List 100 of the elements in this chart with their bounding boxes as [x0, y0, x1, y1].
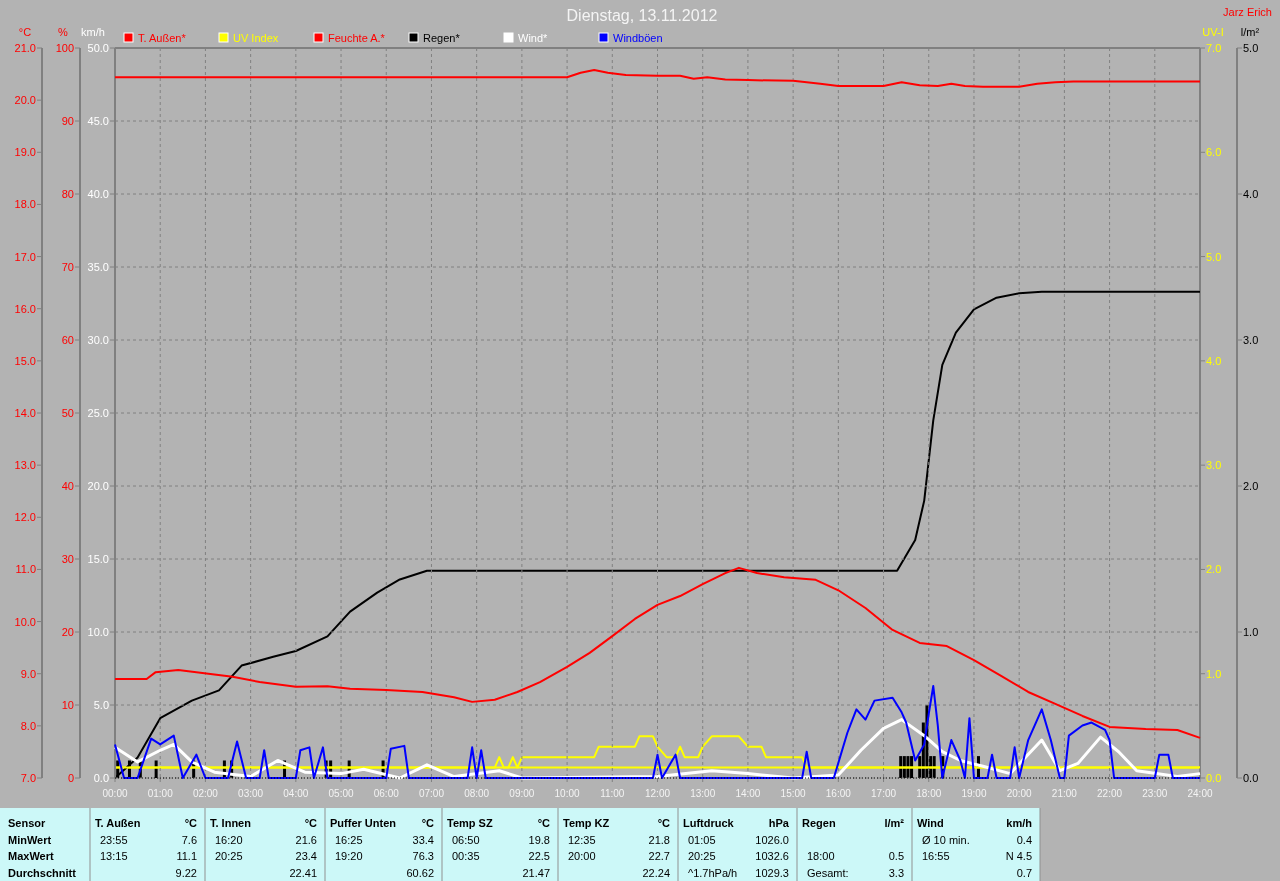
x-tick-label: 02:00	[192, 788, 219, 799]
y-tick-label: 0.0	[1206, 772, 1222, 784]
text: Temp KZ	[563, 817, 610, 829]
text: Regen	[802, 817, 836, 829]
x-tick-label: 19:00	[961, 788, 987, 799]
text: 1026.0	[755, 833, 789, 846]
x-tick-label: 15:00	[780, 788, 807, 799]
legend-label: Windböen	[613, 32, 663, 44]
text: l/m²	[884, 817, 905, 829]
text: Ø 10 min.	[922, 833, 970, 846]
text: °C	[184, 817, 198, 829]
text: km/h	[1006, 817, 1033, 829]
text: 23.4	[295, 850, 317, 862]
y2-tick-label: 5.0	[1243, 42, 1259, 54]
text: Gesamt:	[807, 866, 849, 879]
y3-tick-label: 12.0	[14, 511, 36, 524]
y3-tick-label: 16.0	[14, 302, 36, 315]
y3-tick-label: 11.0	[15, 563, 36, 576]
text: Luftdruck	[683, 817, 735, 829]
y-tick-label: 3.0	[1206, 459, 1222, 472]
y2-tick-label: 80	[61, 188, 74, 200]
text: 21.6	[295, 833, 317, 846]
text: 19:20	[335, 850, 363, 862]
x-tick-label: 09:00	[509, 788, 535, 799]
y3-tick-label: 18.0	[14, 198, 36, 211]
y3-tick-label: 20.0	[14, 94, 36, 107]
legend-label: Regen*	[423, 32, 461, 44]
x-tick-label: 21:00	[1051, 788, 1078, 799]
x-tick-label: 14:00	[735, 788, 761, 799]
y2-tick-label: 4.0	[1243, 188, 1259, 200]
text: 12:35	[568, 833, 596, 846]
y3-tick-label: 13.0	[14, 459, 36, 472]
chart-title: Dienstag, 13.11.2012	[566, 7, 718, 24]
y-tick-label: 5.0	[93, 699, 109, 711]
text: 3.3	[888, 866, 904, 879]
y2-tick-label: 20	[61, 626, 74, 638]
x-tick-label: 20:00	[1006, 788, 1033, 799]
y-tick-label: 20.0	[87, 480, 109, 492]
text: 16:25	[335, 833, 363, 846]
text: hPa	[768, 817, 790, 829]
text: 23:55	[100, 833, 128, 846]
text: Wind	[917, 817, 944, 829]
text: 22.24	[642, 866, 670, 879]
y-tick-label: 30.0	[87, 334, 109, 346]
y-tick-label: 10.0	[87, 626, 109, 638]
x-tick-label: 01:00	[147, 788, 174, 799]
text: T. Innen	[210, 817, 252, 829]
text: MaxWert	[8, 850, 54, 862]
text: 21.47	[522, 866, 550, 879]
text: °C	[421, 817, 435, 829]
x-tick-label: 12:00	[644, 788, 671, 799]
y2-tick-label: 90	[61, 115, 74, 127]
x-tick-label: 00:00	[102, 788, 128, 799]
legend-label: UV Index	[233, 32, 279, 44]
y2-tick-label: 60	[61, 334, 74, 346]
text: 21.8	[648, 833, 670, 846]
text: Sensor	[8, 817, 47, 829]
x-tick-label: 13:00	[690, 788, 716, 799]
text: 16:20	[215, 833, 243, 846]
text: 13:15	[100, 850, 128, 862]
legend-label: Feuchte A.*	[328, 32, 386, 44]
x-tick-label: 18:00	[916, 788, 942, 799]
text: 0.4	[1016, 833, 1032, 846]
y3-tick-label: 10.0	[14, 615, 36, 628]
text: 00:35	[452, 850, 480, 862]
x-tick-label: 24:00	[1187, 788, 1213, 799]
x-tick-label: 17:00	[871, 788, 897, 799]
y2-axis-title: l/m²	[1240, 26, 1260, 38]
y-tick-label: 50.0	[87, 42, 109, 54]
text: 76.3	[412, 850, 434, 862]
y-tick-label: 6.0	[1206, 146, 1222, 159]
y2-tick-label: 30	[61, 553, 74, 565]
x-tick-label: 23:00	[1142, 788, 1168, 799]
x-tick-label: 11:00	[600, 788, 625, 799]
legend-label: T. Außen*	[138, 32, 187, 44]
y3-tick-label: 9.0	[20, 667, 36, 680]
y2-tick-label: 3.0	[1243, 334, 1259, 346]
text: °C	[304, 817, 318, 829]
y-tick-label: 2.0	[1206, 563, 1222, 576]
y-tick-label: 25.0	[87, 407, 109, 419]
x-tick-label: 22:00	[1097, 788, 1123, 799]
x-tick-label: 10:00	[554, 788, 581, 799]
x-tick-label: 05:00	[328, 788, 354, 799]
text: MinWert	[8, 833, 52, 846]
text: °C	[657, 817, 671, 829]
y3-tick-label: 14.0	[14, 407, 36, 419]
legend-label: Wind*	[518, 32, 549, 44]
text: 01:05	[688, 833, 716, 846]
y2-tick-label: 70	[61, 261, 74, 273]
text: 20:00	[568, 850, 596, 862]
y2-tick-label: 0.0	[1243, 772, 1259, 784]
text: N 4.5	[1005, 850, 1032, 862]
text: 22.5	[528, 850, 550, 862]
text: 0.5	[888, 850, 904, 862]
x-tick-label: 08:00	[464, 788, 490, 799]
text: ^1.7hPa/h	[688, 866, 738, 879]
y2-tick-label: 40	[61, 480, 74, 492]
y3-tick-label: 7.0	[20, 772, 36, 784]
text: 16:55	[922, 850, 950, 862]
text: Temp SZ	[447, 817, 493, 829]
